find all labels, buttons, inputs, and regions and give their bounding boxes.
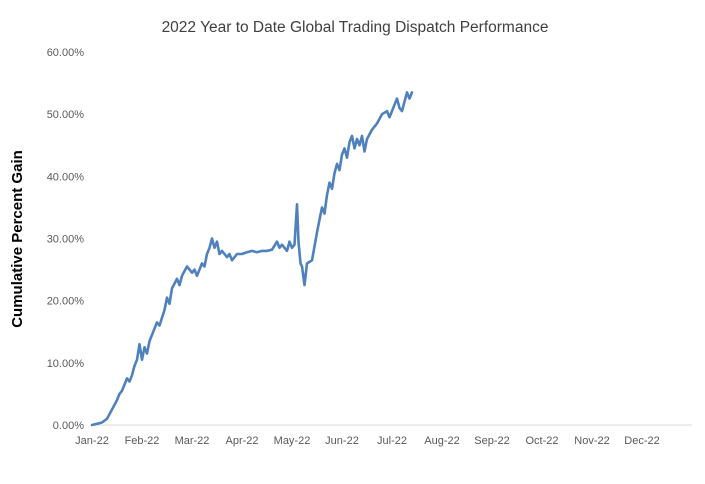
x-tick-label: Apr-22: [225, 435, 258, 447]
x-tick-label: Jul-22: [377, 435, 407, 447]
x-tick-label: Jan-22: [75, 435, 109, 447]
x-tick-label: Mar-22: [175, 435, 210, 447]
x-tick-label: Feb-22: [125, 435, 160, 447]
y-tick-label: 40.00%: [47, 171, 85, 183]
chart-title: 2022 Year to Date Global Trading Dispatc…: [162, 19, 549, 36]
y-tick-label: 0.00%: [53, 420, 84, 432]
series-layer: [90, 91, 414, 427]
y-axis-label: Cumulative Percent Gain: [9, 150, 26, 328]
x-tick-label: Jun-22: [325, 435, 359, 447]
y-tick-label: 30.00%: [47, 234, 85, 246]
x-tick-label: Oct-22: [525, 435, 558, 447]
y-tick-label: 20.00%: [47, 296, 85, 308]
y-tick-label: 50.00%: [47, 109, 85, 121]
x-tick-label: Nov-22: [574, 435, 609, 447]
y-tick-label: 60.00%: [47, 47, 85, 59]
x-tick-label: Sep-22: [474, 435, 509, 447]
performance-line: [90, 91, 414, 427]
x-tick-label: May-22: [274, 435, 311, 447]
x-tick-label: Dec-22: [624, 435, 659, 447]
x-tick-label: Aug-22: [424, 435, 459, 447]
y-tick-label: 10.00%: [47, 358, 85, 370]
axis-layer: 0.00% 10.00% 20.00% 30.00% 40.00% 50.00% 60.00…: [47, 47, 692, 447]
